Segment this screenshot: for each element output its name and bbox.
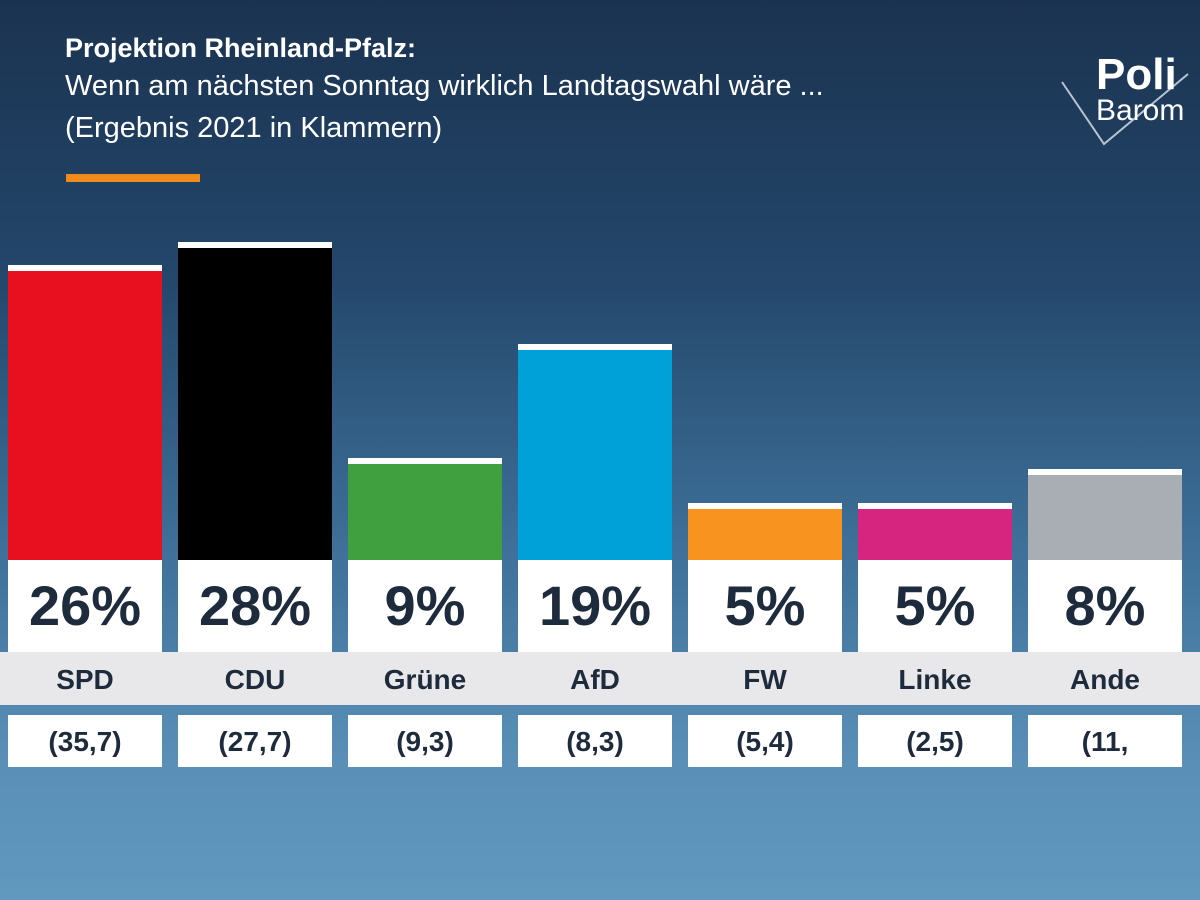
category-label: Linke xyxy=(898,664,972,695)
value-label: 26% xyxy=(8,560,162,652)
bar-6 xyxy=(1028,469,1182,560)
party-label-band xyxy=(0,652,1200,705)
bar-3 xyxy=(518,344,672,560)
chart-subtitle: Wenn am nächsten Sonntag wirklich Landta… xyxy=(65,70,824,102)
chart-title: Projektion Rheinland-Pfalz: xyxy=(65,33,417,63)
previous-result-label: (9,3) xyxy=(348,715,502,767)
checkmark-icon xyxy=(1061,73,1189,146)
previous-result-label: (8,3) xyxy=(518,715,672,767)
previous-result-label: (27,7) xyxy=(178,715,332,767)
category-label: AfD xyxy=(570,664,620,695)
bar-4 xyxy=(688,503,842,560)
logo-text: Poli xyxy=(1096,50,1177,99)
category-label: FW xyxy=(743,664,787,695)
value-label: 8% xyxy=(1028,560,1182,652)
value-label: 19% xyxy=(518,560,672,652)
bar-0 xyxy=(8,264,162,560)
logo-subtext: Barom xyxy=(1096,94,1185,127)
value-label: 9% xyxy=(348,560,502,652)
category-label: Ande xyxy=(1070,664,1140,695)
category-label: CDU xyxy=(224,664,286,695)
category-label: SPD xyxy=(56,664,114,695)
value-label: 5% xyxy=(688,560,842,652)
accent-line xyxy=(66,174,200,182)
chart-subtitle-note: (Ergebnis 2021 in Klammern) xyxy=(65,112,443,144)
previous-result-label: (5,4) xyxy=(688,715,842,767)
value-label: 5% xyxy=(858,560,1012,652)
previous-result-label: (11, xyxy=(1028,715,1182,767)
value-label: 28% xyxy=(178,560,332,652)
category-label: Grüne xyxy=(383,664,467,695)
bar-2 xyxy=(348,457,502,560)
previous-result-label: (35,7) xyxy=(8,715,162,767)
bar-1 xyxy=(178,242,332,560)
previous-result-label: (2,5) xyxy=(858,715,1012,767)
bar-5 xyxy=(858,503,1012,560)
politbarometer-logo: Poli Barom xyxy=(1060,44,1195,154)
